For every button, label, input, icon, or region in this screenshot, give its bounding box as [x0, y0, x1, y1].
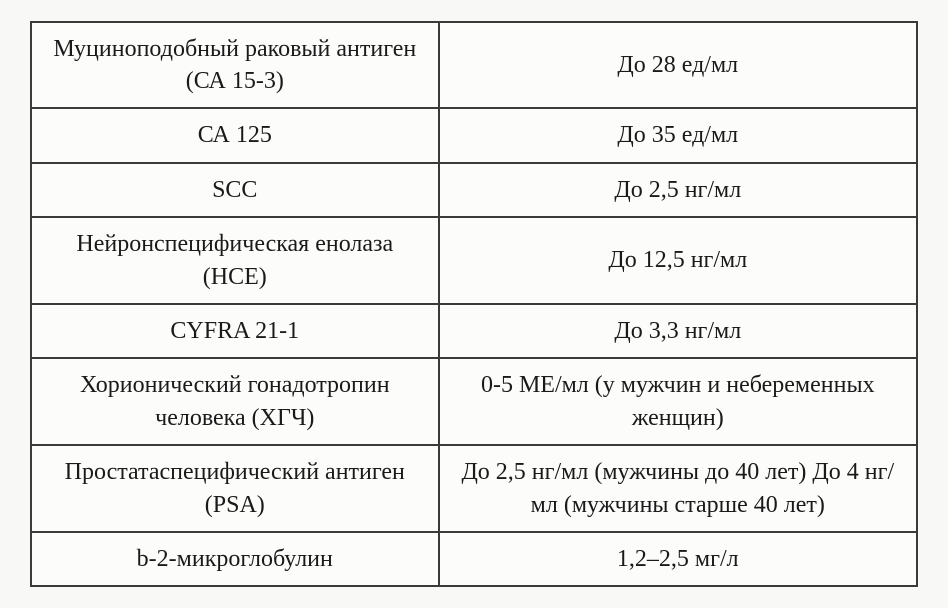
marker-name-cell: СА 125: [31, 108, 439, 162]
table-row: СА 125 До 35 ед/мл: [31, 108, 917, 162]
marker-value-cell: До 12,5 нг/мл: [439, 217, 917, 304]
marker-name-cell: CYFRA 21-1: [31, 304, 439, 358]
table-row: Нейронспецифическая енолаза (НСЕ) До 12,…: [31, 217, 917, 304]
marker-value-cell: До 35 ед/мл: [439, 108, 917, 162]
table-row: Простатаспецифический антиген (PSA) До 2…: [31, 445, 917, 532]
marker-name-cell: Простатаспецифический антиген (PSA): [31, 445, 439, 532]
marker-value-cell: До 3,3 нг/мл: [439, 304, 917, 358]
tumor-markers-table-container: Муциноподобный раковый антиген (СА 15-3)…: [30, 21, 918, 588]
marker-value-cell: До 2,5 нг/мл (мужчины до 40 лет) До 4 нг…: [439, 445, 917, 532]
table-row: CYFRA 21-1 До 3,3 нг/мл: [31, 304, 917, 358]
tumor-markers-table: Муциноподобный раковый антиген (СА 15-3)…: [30, 21, 918, 588]
marker-name-cell: Муциноподобный раковый антиген (СА 15-3): [31, 22, 439, 109]
marker-name-cell: b-2-микроглобулин: [31, 532, 439, 586]
table-row: Хорионический гонадотропин человека (ХГЧ…: [31, 358, 917, 445]
marker-name-cell: SCC: [31, 163, 439, 217]
table-row: b-2-микроглобулин 1,2–2,5 мг/л: [31, 532, 917, 586]
marker-value-cell: 1,2–2,5 мг/л: [439, 532, 917, 586]
marker-name-cell: Хорионический гонадотропин человека (ХГЧ…: [31, 358, 439, 445]
table-row: SCC До 2,5 нг/мл: [31, 163, 917, 217]
marker-name-cell: Нейронспецифическая енолаза (НСЕ): [31, 217, 439, 304]
marker-value-cell: До 28 ед/мл: [439, 22, 917, 109]
marker-value-cell: 0-5 МЕ/мл (у мужчин и небеременных женщи…: [439, 358, 917, 445]
table-row: Муциноподобный раковый антиген (СА 15-3)…: [31, 22, 917, 109]
table-body: Муциноподобный раковый антиген (СА 15-3)…: [31, 22, 917, 587]
marker-value-cell: До 2,5 нг/мл: [439, 163, 917, 217]
